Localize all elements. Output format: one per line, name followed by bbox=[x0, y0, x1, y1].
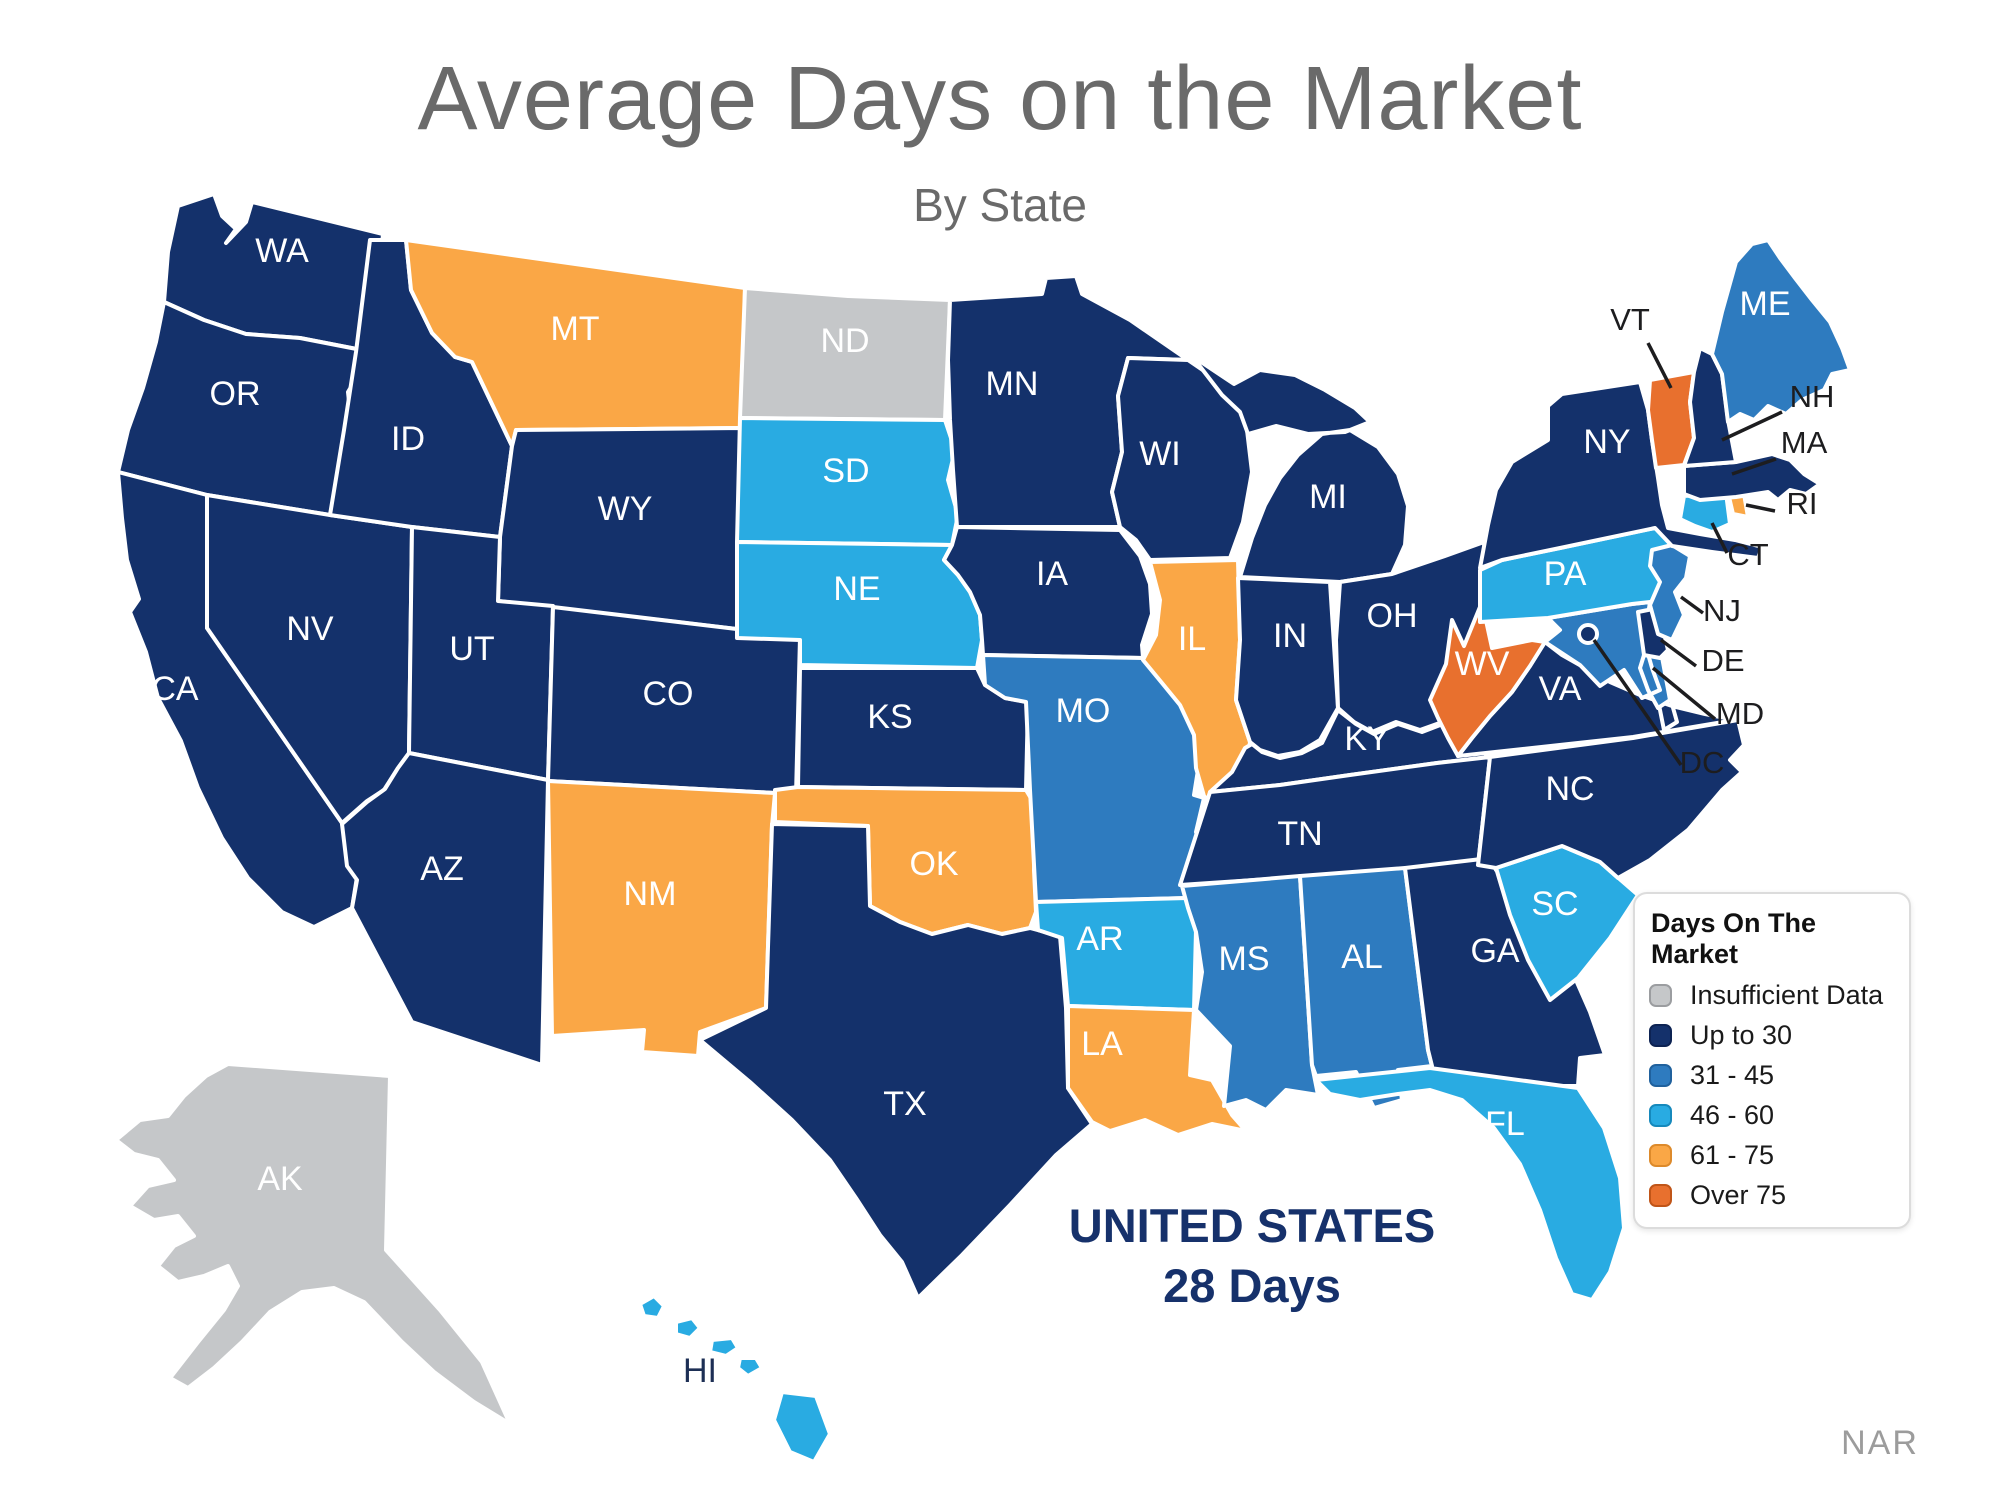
state-label-ca: CA bbox=[151, 670, 199, 708]
callout-label-de: DE bbox=[1701, 643, 1744, 678]
state-label-mi: MI bbox=[1309, 478, 1347, 516]
callout-label-md: MD bbox=[1716, 696, 1764, 731]
state-label-ia: IA bbox=[1036, 555, 1068, 593]
state-label-mo: MO bbox=[1056, 692, 1111, 730]
state-label-in: IN bbox=[1273, 617, 1307, 655]
legend-item-insufficient: Insufficient Data bbox=[1649, 980, 1909, 1011]
legend-swatch-46-60-icon bbox=[1649, 1104, 1672, 1127]
state-label-ny: NY bbox=[1583, 423, 1630, 461]
legend-item-31-45: 31 - 45 bbox=[1649, 1060, 1909, 1091]
state-shape-az bbox=[340, 751, 550, 1067]
legend-box: Days On The Market Insufficient Data Up … bbox=[1633, 892, 1911, 1229]
state-label-me: ME bbox=[1740, 285, 1791, 323]
state-label-nc: NC bbox=[1545, 770, 1594, 808]
legend-swatch-over75-icon bbox=[1649, 1184, 1672, 1207]
callout-line-de bbox=[1659, 638, 1698, 668]
callout-line-dc bbox=[1592, 639, 1683, 766]
state-label-wi: WI bbox=[1139, 435, 1181, 473]
state-label-ks: KS bbox=[867, 698, 912, 736]
state-label-tx: TX bbox=[883, 1085, 926, 1123]
state-shape-nj bbox=[1648, 543, 1692, 642]
source-attribution: NAR bbox=[1841, 1424, 1919, 1462]
state-label-ms: MS bbox=[1219, 940, 1270, 978]
legend-swatch-31-45-icon bbox=[1649, 1064, 1672, 1087]
state-shape-ma bbox=[1682, 452, 1822, 502]
legend-item-over75: Over 75 bbox=[1649, 1180, 1909, 1211]
callout-line-ct bbox=[1710, 522, 1729, 554]
callout-label-dc: DC bbox=[1680, 745, 1725, 780]
state-shape-tx bbox=[698, 822, 1094, 1300]
state-label-or: OR bbox=[210, 375, 261, 413]
state-shape-nh bbox=[1682, 346, 1738, 468]
page-title: Average Days on the Market bbox=[417, 49, 1583, 149]
state-label-ok: OK bbox=[909, 845, 958, 883]
callout-line-nh bbox=[1721, 410, 1783, 442]
callout-line-vt bbox=[1646, 342, 1673, 389]
state-shape-mi bbox=[1190, 354, 1410, 584]
state-shape-dc bbox=[1577, 623, 1599, 645]
state-label-ga: GA bbox=[1470, 932, 1519, 970]
state-label-mn: MN bbox=[986, 365, 1039, 403]
callout-label-ma: MA bbox=[1781, 425, 1828, 460]
state-label-sd: SD bbox=[822, 452, 869, 490]
state-shape-la bbox=[1066, 1004, 1248, 1137]
state-label-ne: NE bbox=[833, 570, 880, 608]
callout-label-ct: CT bbox=[1727, 537, 1768, 572]
callout-line-md bbox=[1651, 666, 1717, 721]
state-label-il: IL bbox=[1178, 620, 1206, 658]
state-label-sc: SC bbox=[1531, 885, 1578, 923]
state-label-mt: MT bbox=[550, 310, 599, 348]
callout-label-vt: VT bbox=[1610, 302, 1650, 337]
state-label-co: CO bbox=[643, 675, 694, 713]
state-label-nv: NV bbox=[286, 610, 334, 648]
state-label-wv: WV bbox=[1455, 645, 1510, 683]
state-shape-fl bbox=[1314, 1066, 1626, 1302]
state-shape-nm bbox=[546, 779, 777, 1058]
legend-title: Days On The Market bbox=[1651, 908, 1817, 969]
callout-line-ma bbox=[1731, 457, 1777, 476]
state-shape-in bbox=[1234, 576, 1340, 758]
state-label-tn: TN bbox=[1277, 815, 1322, 853]
state-shape-me bbox=[1710, 238, 1852, 424]
us-summary-value: 28 Days bbox=[1163, 1259, 1341, 1312]
state-label-wy: WY bbox=[598, 490, 653, 528]
callout-line-nj bbox=[1679, 595, 1705, 615]
state-label-ak: AK bbox=[257, 1160, 303, 1198]
state-label-id: ID bbox=[391, 420, 425, 458]
state-shape-wy bbox=[496, 426, 747, 632]
legend-swatch-insufficient-icon bbox=[1649, 984, 1672, 1007]
callout-label-nh: NH bbox=[1790, 379, 1835, 414]
state-label-oh: OH bbox=[1367, 597, 1418, 635]
state-label-ky: KY bbox=[1344, 720, 1389, 758]
state-label-ar: AR bbox=[1076, 920, 1123, 958]
state-shape-ny bbox=[1478, 380, 1764, 570]
us-summary: UNITED STATES 28 Days bbox=[1052, 1196, 1452, 1316]
state-label-nm: NM bbox=[624, 875, 677, 913]
legend-swatch-61-75-icon bbox=[1649, 1144, 1672, 1167]
callout-label-nj: NJ bbox=[1703, 593, 1741, 628]
state-shape-ms bbox=[1180, 874, 1320, 1112]
callout-label-ri: RI bbox=[1787, 486, 1818, 521]
legend-item-61-75: 61 - 75 bbox=[1649, 1140, 1909, 1171]
page-subtitle: By State bbox=[913, 179, 1087, 231]
legend-item-upto30: Up to 30 bbox=[1649, 1020, 1909, 1051]
legend-item-46-60: 46 - 60 bbox=[1649, 1100, 1909, 1131]
state-label-fl: FL bbox=[1485, 1105, 1525, 1143]
state-label-wa: WA bbox=[255, 232, 309, 270]
state-shape-hi bbox=[638, 1294, 832, 1464]
state-shape-ak bbox=[114, 1062, 512, 1426]
state-label-hi: HI bbox=[683, 1352, 717, 1390]
state-label-va: VA bbox=[1539, 670, 1582, 708]
state-label-la: LA bbox=[1081, 1025, 1123, 1063]
state-label-az: AZ bbox=[420, 850, 463, 888]
legend-swatch-upto30-icon bbox=[1649, 1024, 1672, 1047]
state-label-ut: UT bbox=[449, 630, 494, 668]
us-summary-title: UNITED STATES bbox=[1068, 1199, 1436, 1252]
state-label-pa: PA bbox=[1544, 555, 1587, 593]
state-label-nd: ND bbox=[820, 322, 869, 360]
state-label-al: AL bbox=[1341, 938, 1383, 976]
callout-line-ri bbox=[1745, 503, 1776, 513]
